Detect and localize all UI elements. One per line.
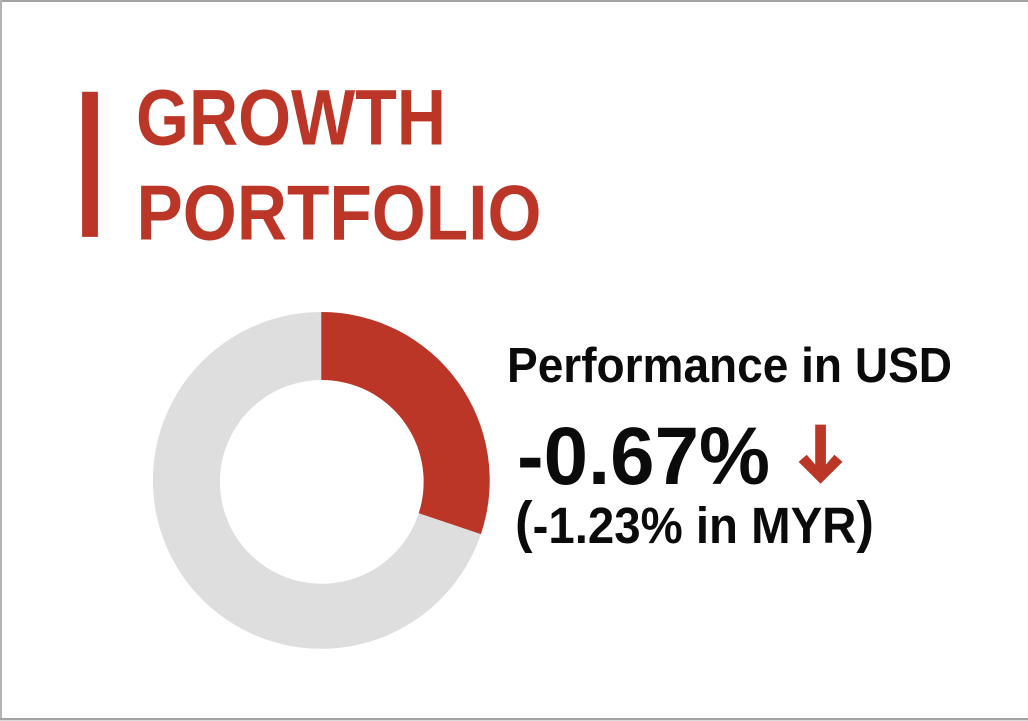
svg-text:(-1.23% in MYR): (-1.23% in MYR) [515,490,874,554]
svg-text:-0.67%: -0.67% [517,411,770,502]
svg-text:GROWTH: GROWTH [136,73,446,161]
svg-text:PORTFOLIO: PORTFOLIO [137,168,542,256]
svg-text:Performance in USD: Performance in USD [507,338,952,393]
